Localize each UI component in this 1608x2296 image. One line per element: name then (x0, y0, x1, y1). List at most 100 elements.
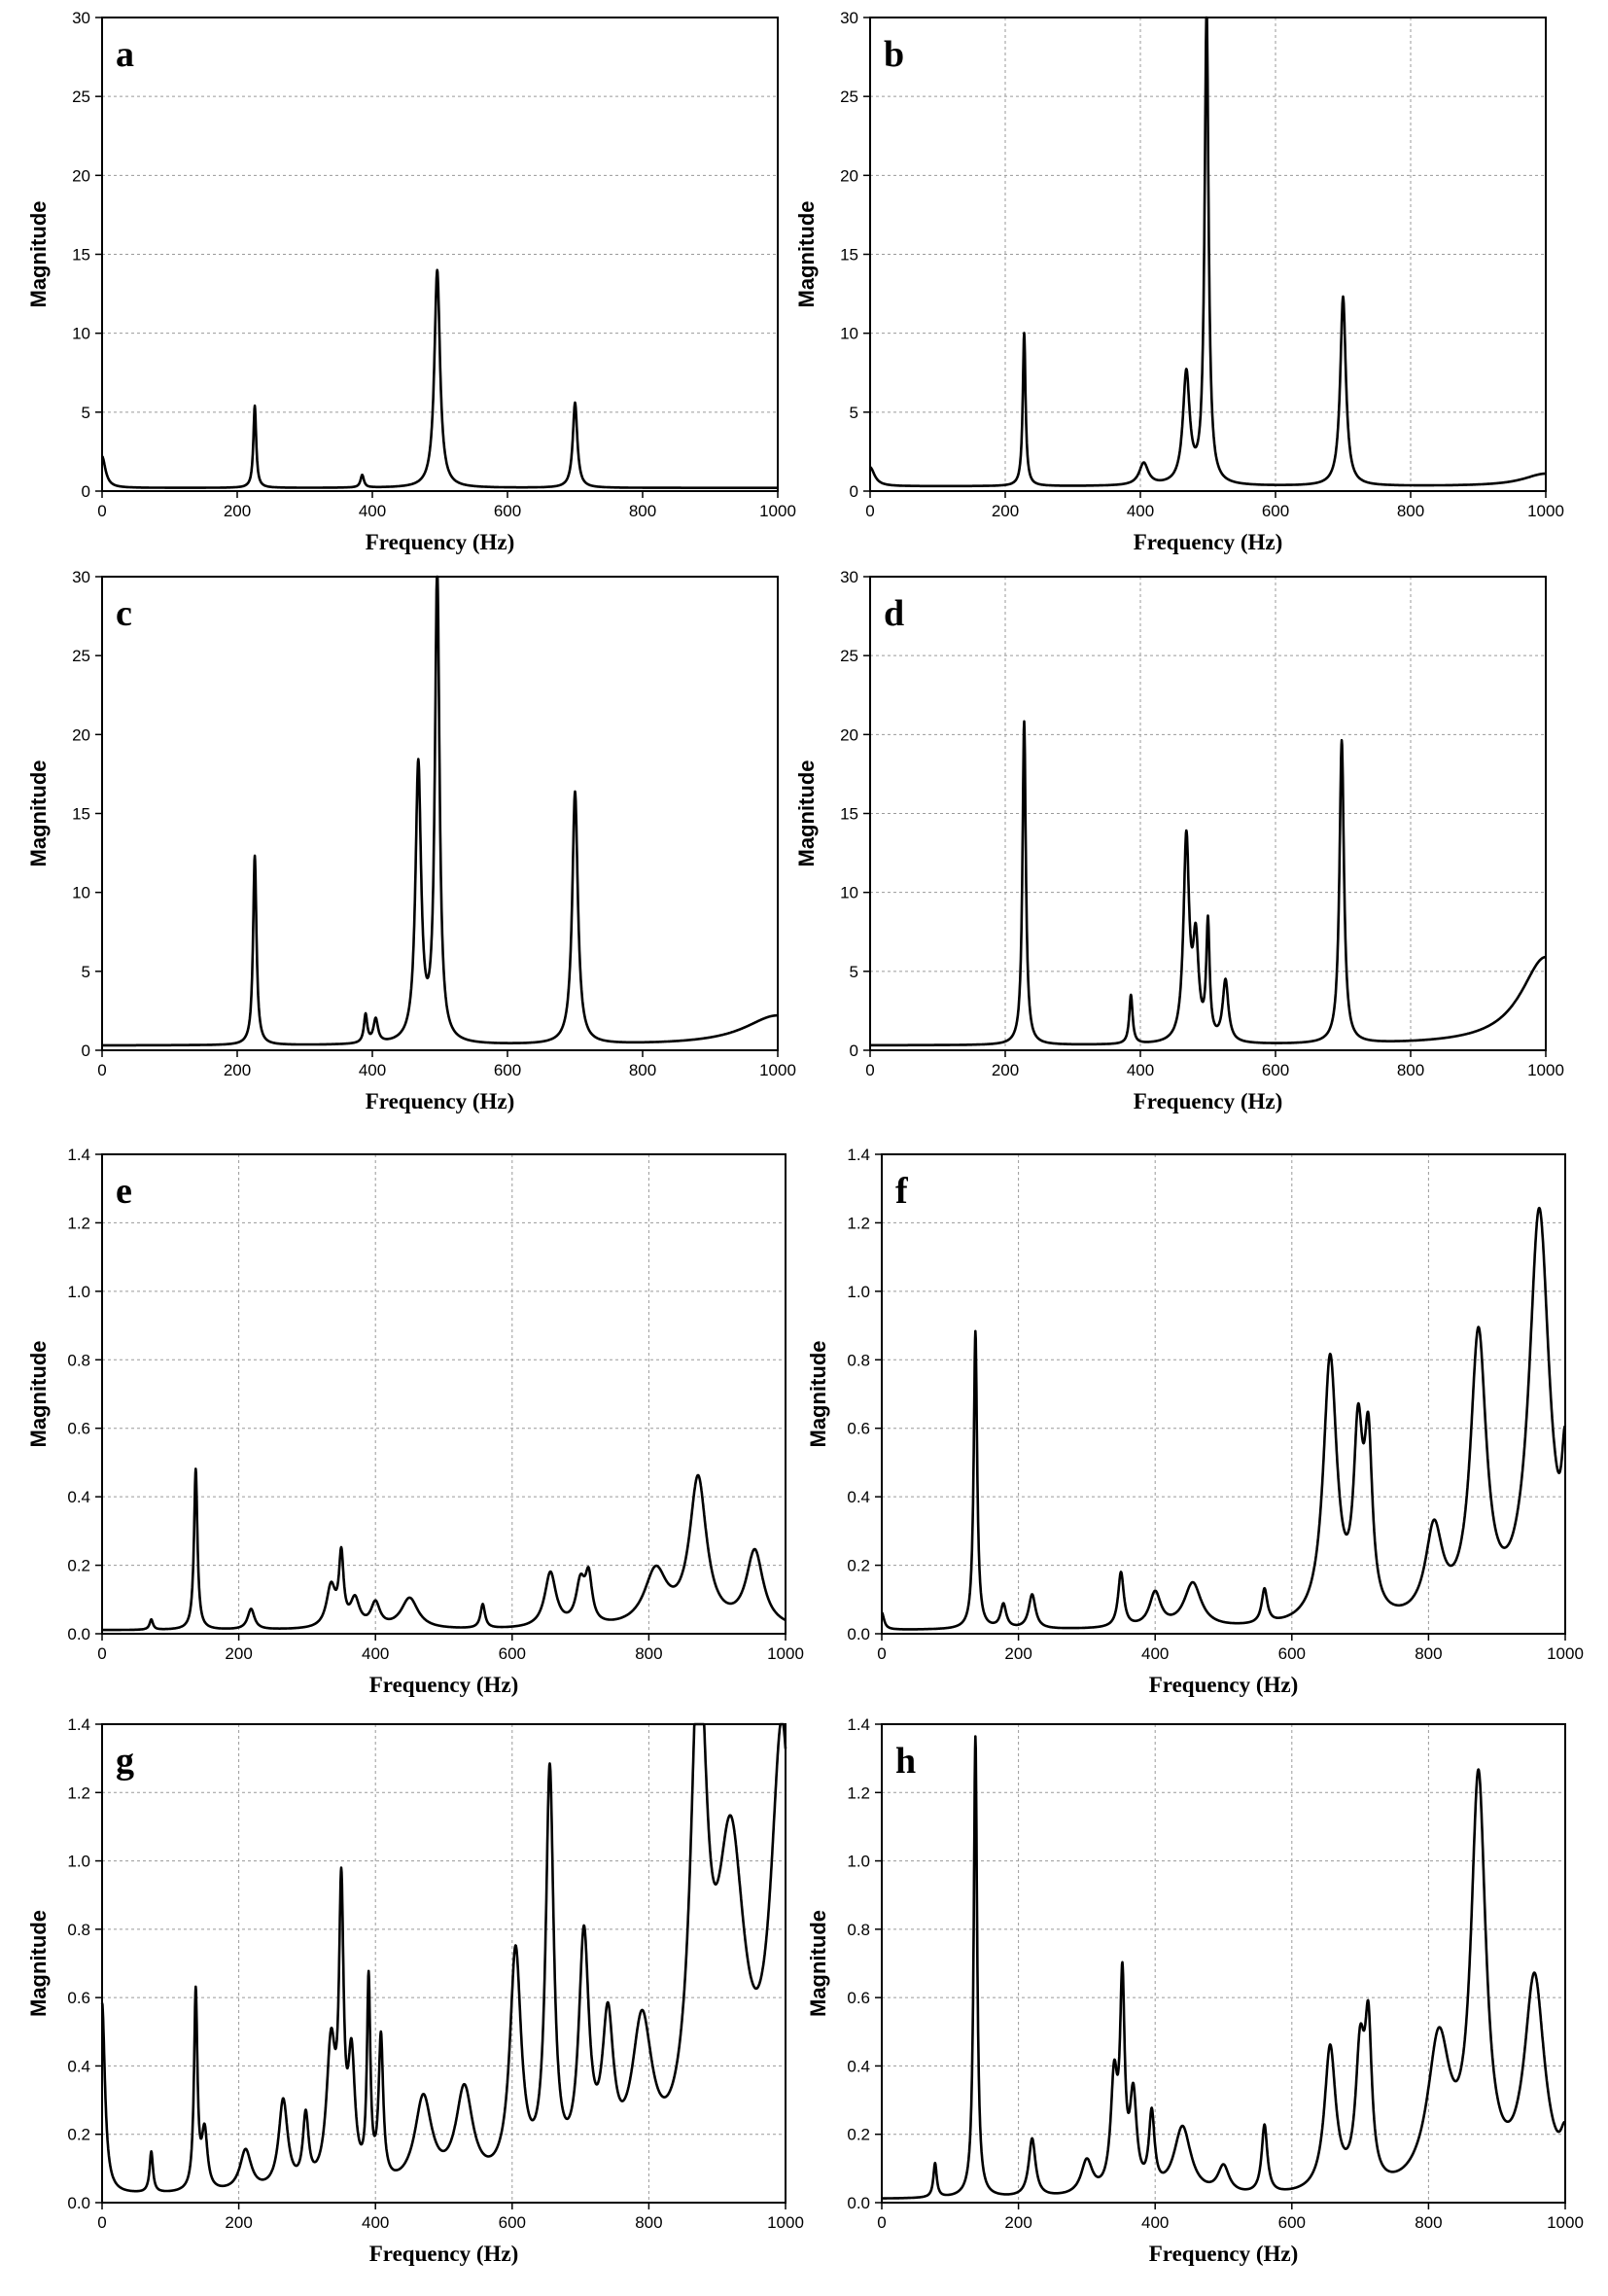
x-tick-label: 800 (1397, 1061, 1424, 1079)
x-tick-label: 0 (97, 1061, 106, 1079)
y-tick-label: 0.2 (847, 1557, 870, 1575)
y-tick-label: 20 (840, 166, 858, 185)
y-tick-label: 0.8 (847, 1921, 870, 1939)
y-tick-label: 15 (72, 805, 90, 824)
y-tick-label: 1.4 (847, 1715, 870, 1734)
spectrum-line (101, 575, 780, 1047)
x-tick-label: 1000 (1527, 502, 1564, 520)
x-tick-label: 600 (494, 1061, 521, 1079)
x-tick-label: 200 (992, 502, 1019, 520)
y-axis-label: Magnitude (806, 1341, 830, 1448)
y-tick-label: 10 (840, 325, 858, 343)
y-tick-label: 1.2 (67, 1784, 90, 1802)
x-tick-label: 200 (225, 2213, 252, 2232)
x-tick-label: 400 (362, 2213, 389, 2232)
y-tick-label: 0.4 (847, 1488, 870, 1506)
x-tick-label: 1000 (1547, 2213, 1584, 2232)
x-tick-label: 800 (1415, 1644, 1442, 1663)
x-tick-label: 600 (1262, 1061, 1289, 1079)
panel-c: 0 200 400 600 800 1000 0 5 10 15 20 25 30 Frequency (… (26, 568, 796, 1113)
y-tick-label: 0.8 (67, 1921, 90, 1939)
x-axis-label: Frequency (Hz) (1149, 1673, 1299, 1697)
y-tick-label: 10 (840, 884, 858, 902)
y-tick-label: 1.4 (67, 1715, 90, 1734)
x-tick-label: 0 (877, 2213, 886, 2232)
y-tick-label: 1.4 (847, 1146, 870, 1164)
y-tick-label: 10 (72, 884, 90, 902)
x-tick-label: 200 (224, 502, 251, 520)
x-tick-label: 800 (635, 2213, 662, 2232)
panel-letter: e (116, 1171, 132, 1212)
spectrum-line (868, 720, 1547, 1047)
y-axis-label: Magnitude (26, 1910, 51, 2017)
x-tick-label: 400 (1141, 2213, 1169, 2232)
y-tick-label: 25 (72, 647, 90, 665)
x-tick-label: 1000 (1547, 1644, 1584, 1663)
y-tick-label: 5 (850, 404, 858, 422)
y-axis-label: Magnitude (26, 1341, 51, 1448)
panel-letter: d (884, 593, 904, 634)
spectrum-line (101, 1467, 787, 1632)
y-tick-label: 5 (82, 404, 90, 422)
y-tick-label: 30 (72, 568, 90, 586)
y-tick-label: 0 (82, 482, 90, 501)
y-tick-label: 1.0 (847, 1283, 870, 1301)
y-tick-label: 20 (72, 725, 90, 744)
plot-frame (881, 1723, 1566, 2204)
y-tick-label: 20 (840, 725, 858, 744)
x-tick-label: 400 (1141, 1644, 1169, 1663)
y-tick-label: 0.8 (67, 1351, 90, 1369)
y-tick-label: 30 (840, 568, 858, 586)
panel-b: 0 200 400 600 800 1000 0 5 10 15 20 25 30 Frequency (… (794, 9, 1564, 554)
x-tick-label: 1000 (767, 2213, 804, 2232)
x-axis-label: Frequency (Hz) (1149, 2242, 1299, 2266)
y-tick-label: 0.4 (67, 2057, 90, 2075)
x-tick-label: 600 (494, 502, 521, 520)
x-tick-label: 1000 (759, 502, 796, 520)
y-tick-label: 0 (850, 482, 858, 501)
y-axis-label: Magnitude (26, 201, 51, 308)
x-tick-label: 200 (1004, 1644, 1031, 1663)
x-tick-label: 200 (992, 1061, 1019, 1079)
x-tick-label: 0 (865, 502, 874, 520)
y-tick-label: 0.6 (847, 1420, 870, 1438)
y-tick-label: 20 (72, 166, 90, 185)
y-tick-label: 30 (72, 9, 90, 27)
x-tick-label: 600 (499, 1644, 526, 1663)
y-tick-label: 0.0 (847, 2194, 870, 2212)
x-axis-label: Frequency (Hz) (366, 530, 515, 554)
y-tick-label: 15 (840, 246, 858, 265)
y-tick-label: 0 (82, 1042, 90, 1060)
x-tick-label: 400 (1127, 1061, 1154, 1079)
x-tick-label: 800 (635, 1644, 662, 1663)
panel-letter: h (895, 1741, 916, 1782)
panel-letter: c (116, 593, 132, 634)
spectrum-line (868, 16, 1547, 488)
x-axis-label: Frequency (Hz) (1134, 530, 1283, 554)
panel-f: 0 200 400 600 800 1000 0.0 0.2 0.4 0.6 0.8 1.0 1.2 1.… (806, 1146, 1584, 1697)
y-axis-label: Magnitude (806, 1910, 830, 2017)
panel-e: 0 200 400 600 800 1000 0.0 0.2 0.4 0.6 0.8 1.0 1.2 1.… (26, 1146, 804, 1697)
x-tick-label: 800 (1415, 2213, 1442, 2232)
x-tick-label: 800 (1397, 502, 1424, 520)
y-tick-label: 0.2 (67, 1557, 90, 1575)
y-axis-label: Magnitude (26, 760, 51, 867)
y-tick-label: 5 (82, 963, 90, 981)
x-tick-label: 400 (359, 1061, 386, 1079)
plot-frame (101, 1723, 787, 2204)
y-tick-label: 1.4 (67, 1146, 90, 1164)
y-tick-label: 5 (850, 963, 858, 981)
y-tick-label: 1.2 (67, 1214, 90, 1232)
y-tick-label: 0.6 (67, 1989, 90, 2007)
x-tick-label: 0 (97, 1644, 106, 1663)
x-axis-label: Frequency (Hz) (366, 1089, 515, 1113)
y-tick-label: 25 (72, 88, 90, 106)
y-tick-label: 0.6 (67, 1420, 90, 1438)
x-tick-label: 800 (629, 1061, 656, 1079)
panel-g: 0 200 400 600 800 1000 0.0 0.2 0.4 0.6 0.8 1.0 1.2 1.… (26, 1715, 804, 2266)
plot-frame (101, 1153, 787, 1635)
y-tick-label: 30 (840, 9, 858, 27)
x-tick-label: 0 (97, 502, 106, 520)
y-axis-label: Magnitude (794, 201, 819, 308)
x-tick-label: 400 (1127, 502, 1154, 520)
